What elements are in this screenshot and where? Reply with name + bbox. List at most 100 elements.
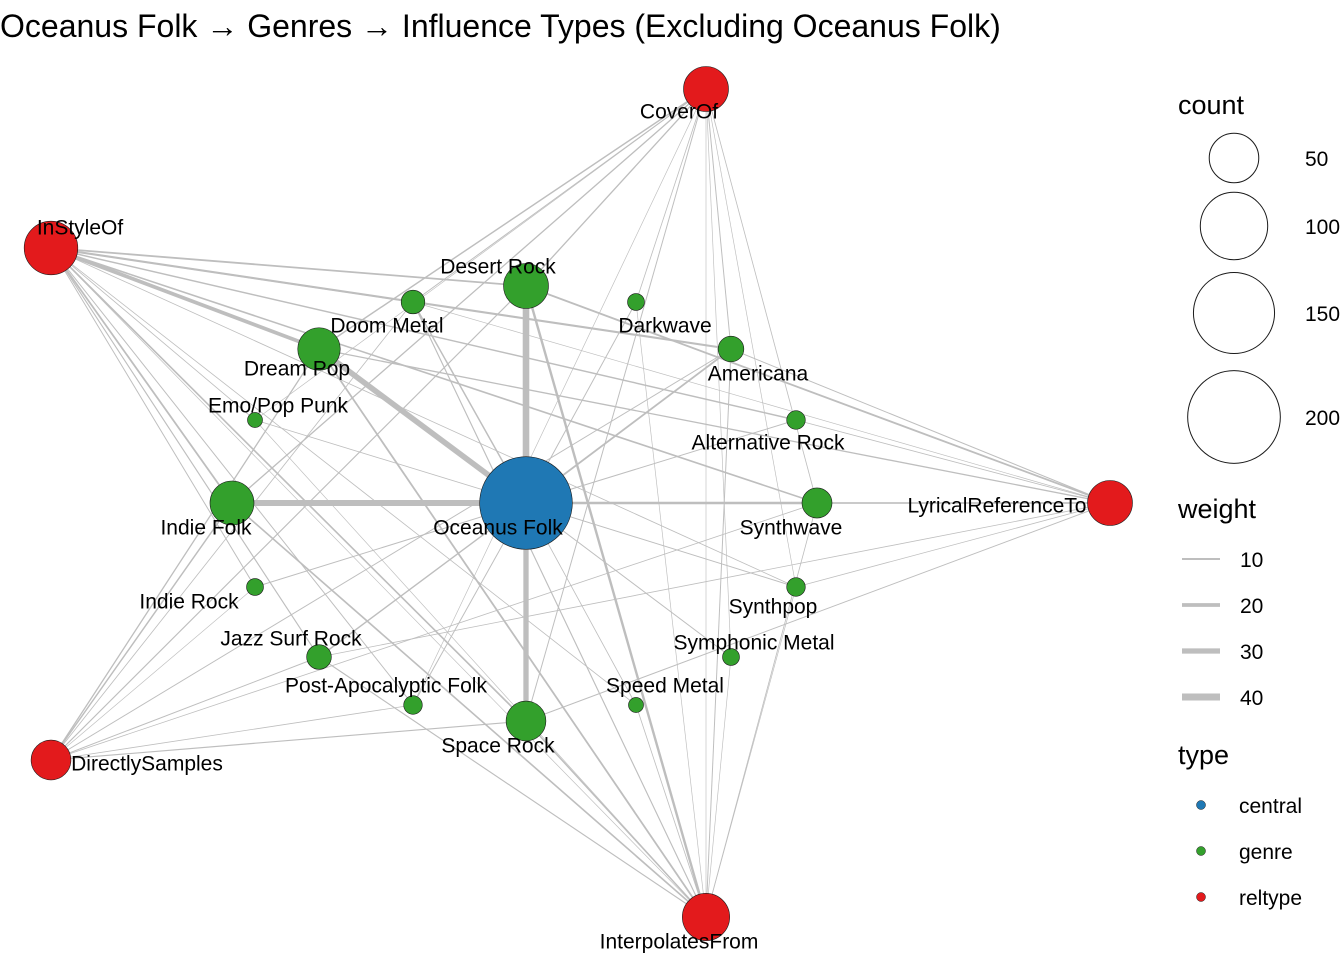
edge-in_style_of-space_rock xyxy=(50,247,527,722)
label-layer: Oceanus Folk Desert Rock Doom Metal Darkwav… xyxy=(37,101,1087,954)
node-label-interpolates_from: InterpolatesFrom xyxy=(600,931,759,954)
edge-lyrical_ref-synthpop xyxy=(795,502,1111,588)
edge-directly_samples-doom_metal xyxy=(50,301,414,761)
node-lyrical_ref xyxy=(1087,480,1133,526)
node-interpolates_from xyxy=(682,893,730,941)
edge-in_style_of-synthwave xyxy=(50,247,818,504)
edge-lyrical_ref-desert_rock xyxy=(525,285,1111,504)
edge-in_style_of-alt_rock xyxy=(50,247,797,421)
edge-in_style_of-doom_metal xyxy=(50,247,414,303)
node-label-oceanus: Oceanus Folk xyxy=(433,517,563,540)
legend-type-swatch xyxy=(1196,800,1206,810)
edge-in_style_of-indie_folk xyxy=(50,247,233,504)
node-label-dream_pop: Dream Pop xyxy=(244,358,350,381)
node-in_style_of xyxy=(23,220,79,276)
node-synthwave xyxy=(801,487,833,519)
edge-directly_samples-dream_pop xyxy=(50,348,320,761)
node-emo_pop_punk xyxy=(247,412,263,428)
edge-cover_of-synthwave xyxy=(705,88,818,504)
edge-oceanus-emo_pop_punk xyxy=(254,419,527,504)
edge-interpolates_from-symphonic_metal xyxy=(705,656,732,918)
node-desert_rock xyxy=(503,263,549,309)
edge-lyrical_ref-doom_metal xyxy=(412,301,1111,504)
node-label-doom_metal: Doom Metal xyxy=(330,315,443,338)
node-label-post_apoc_folk: Post-Apocalyptic Folk xyxy=(285,675,487,698)
legend-weight-value: 20 xyxy=(1240,595,1263,618)
node-post_apoc_folk xyxy=(403,695,423,715)
legend-count-title: count xyxy=(1178,90,1245,120)
node-label-americana: Americana xyxy=(708,363,809,386)
edge-cover_of-americana xyxy=(705,88,732,350)
edge-in_style_of-post_apoc_folk xyxy=(50,247,414,706)
node-cover_of xyxy=(683,66,729,112)
edge-interpolates_from-speed_metal xyxy=(635,704,707,918)
legend-type-value: genre xyxy=(1239,841,1293,864)
node-label-synthpop: Synthpop xyxy=(729,596,818,619)
edge-in_style_of-desert_rock xyxy=(50,247,527,287)
legend-weight-value: 10 xyxy=(1240,549,1263,572)
legend-count-circle xyxy=(1192,271,1276,355)
legend-type-swatch xyxy=(1196,892,1206,902)
node-jazz_surf_rock xyxy=(306,644,332,670)
legend-count-value: 100 xyxy=(1305,216,1340,239)
legend: count 50 100 150 200 weight 10 20 30 40 type centra… xyxy=(1177,90,1340,910)
node-speed_metal xyxy=(628,697,644,713)
node-label-directly_samples: DirectlySamples xyxy=(71,753,223,776)
edge-in_style_of-speed_metal xyxy=(50,247,637,706)
legend-count-value: 50 xyxy=(1305,148,1328,171)
node-label-jazz_surf_rock: Jazz Surf Rock xyxy=(220,628,362,651)
node-alt_rock xyxy=(786,410,806,430)
legend-type-value: reltype xyxy=(1239,887,1302,910)
edge-cover_of-dream_pop xyxy=(318,88,707,350)
edge-cover_of-symphonic_metal xyxy=(705,88,732,658)
edge-interpolates_from-dream_pop xyxy=(318,348,707,918)
legend-count-circle xyxy=(1208,132,1260,184)
edge-in_style_of-indie_rock xyxy=(50,247,256,588)
legend-weight-value: 30 xyxy=(1240,641,1263,664)
edge-in_style_of-dream_pop xyxy=(50,246,320,351)
node-label-indie_folk: Indie Folk xyxy=(160,517,252,540)
edge-cover_of-indie_folk xyxy=(231,88,707,504)
node-label-synthwave: Synthwave xyxy=(740,517,843,540)
edge-lyrical_ref-americana xyxy=(730,348,1111,504)
edge-cover_of-darkwave xyxy=(635,88,707,303)
edge-interpolates_from-darkwave xyxy=(635,301,707,918)
edge-cover_of-post_apoc_folk xyxy=(412,88,707,706)
node-layer xyxy=(23,66,1133,941)
edge-interpolates_from-emo_pop_punk xyxy=(254,419,707,918)
edge-directly_samples-jazz_surf_rock xyxy=(50,656,320,761)
legend-type-title: type xyxy=(1178,740,1229,770)
node-label-indie_rock: Indie Rock xyxy=(139,591,239,614)
node-doom_metal xyxy=(400,289,426,315)
edge-in_style_of-synthpop xyxy=(50,247,797,588)
node-americana xyxy=(717,335,745,363)
node-label-darkwave: Darkwave xyxy=(618,315,711,338)
node-label-cover_of: CoverOf xyxy=(640,101,718,124)
edge-directly_samples-synthwave xyxy=(50,502,818,761)
edge-directly_samples-space_rock xyxy=(50,720,527,761)
edge-lyrical_ref-jazz_surf_rock xyxy=(318,502,1111,658)
node-label-speed_metal: Speed Metal xyxy=(606,675,724,698)
node-indie_folk xyxy=(209,480,255,526)
node-synthpop xyxy=(786,577,806,597)
edge-directly_samples-desert_rock xyxy=(50,285,527,761)
edge-interpolates_from-synthpop xyxy=(705,586,797,918)
legend-count-value: 150 xyxy=(1305,303,1340,326)
edge-interpolates_from-jazz_surf_rock xyxy=(318,656,707,918)
node-label-emo_pop_punk: Emo/Pop Punk xyxy=(208,395,349,418)
edge-oceanus-indie_rock xyxy=(254,502,527,588)
edge-directly_samples-indie_folk xyxy=(50,502,233,761)
edge-in_style_of-interpolates_from xyxy=(50,247,707,918)
legend-type-swatch xyxy=(1196,846,1206,856)
edge-interpolates_from-doom_metal xyxy=(412,301,707,918)
edge-directly_samples-americana xyxy=(50,348,732,761)
edge-interpolates_from-desert_rock xyxy=(524,285,708,918)
node-label-desert_rock: Desert Rock xyxy=(440,256,556,279)
edge-lyrical_ref-alt_rock xyxy=(795,419,1111,504)
legend-count-circle xyxy=(1199,191,1269,261)
node-oceanus xyxy=(479,456,573,550)
legend-weight-value: 40 xyxy=(1240,687,1263,710)
legend-weight-title: weight xyxy=(1177,494,1257,524)
node-label-space_rock: Space Rock xyxy=(441,735,555,758)
